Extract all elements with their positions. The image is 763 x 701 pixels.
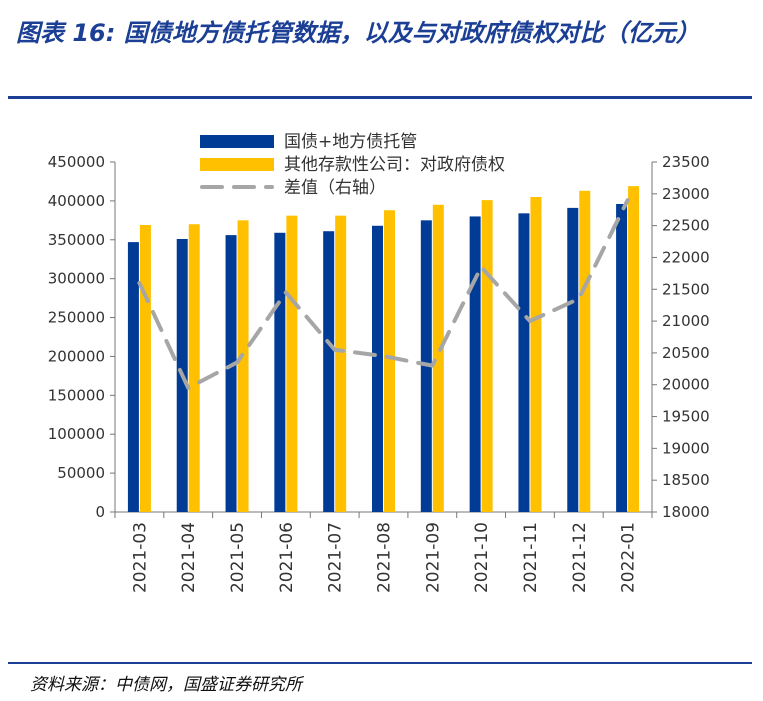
page-title: 图表 16: 国债地方债托管数据，以及与对政府债权对比（亿元） xyxy=(16,19,700,47)
right-axis-tick-label: 21500 xyxy=(662,280,710,298)
chart-line xyxy=(137,198,630,390)
bar-series1 xyxy=(567,207,579,512)
bar-series1 xyxy=(127,242,139,512)
x-axis-tick-label: 2021-05 xyxy=(228,522,248,593)
left-axis-tick-label: 250000 xyxy=(48,309,105,327)
legend-label-series1: 国债+地方债托管 xyxy=(284,132,417,152)
legend-label-series2: 其他存款性公司：对政府债权 xyxy=(284,155,505,175)
x-axis-tick-label: 2021-06 xyxy=(277,522,297,593)
right-axis-tick-label: 19500 xyxy=(662,408,710,426)
left-axis-tick-label: 450000 xyxy=(48,153,105,171)
bar-series2 xyxy=(530,197,542,512)
bar-series2 xyxy=(237,220,249,513)
bar-series1 xyxy=(469,216,481,512)
left-axis-tick-label: 0 xyxy=(95,503,105,521)
x-axis-tick-label: 2021-11 xyxy=(521,522,541,593)
bar-series2 xyxy=(286,215,298,512)
legend-swatch-series1 xyxy=(200,135,274,148)
right-axis-tick-label: 20500 xyxy=(662,344,710,362)
bar-series2 xyxy=(579,190,591,512)
right-axis-tick-label: 22500 xyxy=(662,217,710,235)
right-axis-tick-label: 21000 xyxy=(662,312,710,330)
bar-series2 xyxy=(384,210,395,512)
left-axis-tick-label: 50000 xyxy=(57,464,105,482)
x-axis-tick-label: 2021-10 xyxy=(472,522,492,593)
chart-bars xyxy=(127,186,640,513)
left-axis-tick-label: 100000 xyxy=(48,425,105,443)
bar-series1 xyxy=(323,231,335,512)
bar-series2 xyxy=(628,186,640,512)
bar-series1 xyxy=(225,235,237,512)
x-axis-tick-label: 2021-09 xyxy=(423,522,443,593)
bar-series1 xyxy=(616,204,628,512)
right-axis-tick-label: 23500 xyxy=(662,153,710,171)
legend-swatch-series2 xyxy=(200,158,274,171)
left-axis-tick-label: 350000 xyxy=(48,231,105,249)
bar-series2 xyxy=(481,200,493,512)
legend-label-series3: 差值（右轴） xyxy=(284,178,386,198)
x-axis-tick-label: 2021-04 xyxy=(179,522,199,593)
left-axis-tick-label: 150000 xyxy=(48,386,105,404)
source-note: 资料来源：中债网，国盛证券研究所 xyxy=(30,675,302,695)
bar-series2 xyxy=(432,204,444,512)
bar-series2 xyxy=(188,224,200,512)
right-axis-tick-label: 20000 xyxy=(662,376,710,394)
title-divider xyxy=(8,96,752,99)
x-axis-tick-label: 2021-03 xyxy=(130,522,150,593)
right-axis-tick-label: 19000 xyxy=(662,439,710,457)
x-axis-tick-label: 2021-07 xyxy=(326,522,346,593)
left-axis-tick-label: 200000 xyxy=(48,347,105,365)
chart-axes: 0 50000 100000 150000 200000 250000 300000 3500… xyxy=(48,153,710,593)
bar-series1 xyxy=(274,232,286,512)
bar-series2 xyxy=(335,215,347,512)
x-axis-tick-label: 2022-01 xyxy=(619,522,639,593)
right-axis-tick-label: 18500 xyxy=(662,471,710,489)
bar-series2 xyxy=(139,225,151,512)
bar-series1 xyxy=(518,213,530,513)
right-axis-tick-label: 22000 xyxy=(662,248,710,266)
right-axis-tick-label: 18000 xyxy=(662,503,710,521)
left-axis-tick-label: 400000 xyxy=(48,192,105,210)
right-axis-tick-label: 23000 xyxy=(662,185,710,203)
left-axis-tick-label: 300000 xyxy=(48,270,105,288)
source-divider xyxy=(8,662,752,664)
x-axis-tick-label: 2021-12 xyxy=(570,522,590,593)
bar-series1 xyxy=(372,225,383,512)
x-axis-tick-label: 2021-08 xyxy=(375,522,395,593)
line-series3 xyxy=(137,198,630,390)
